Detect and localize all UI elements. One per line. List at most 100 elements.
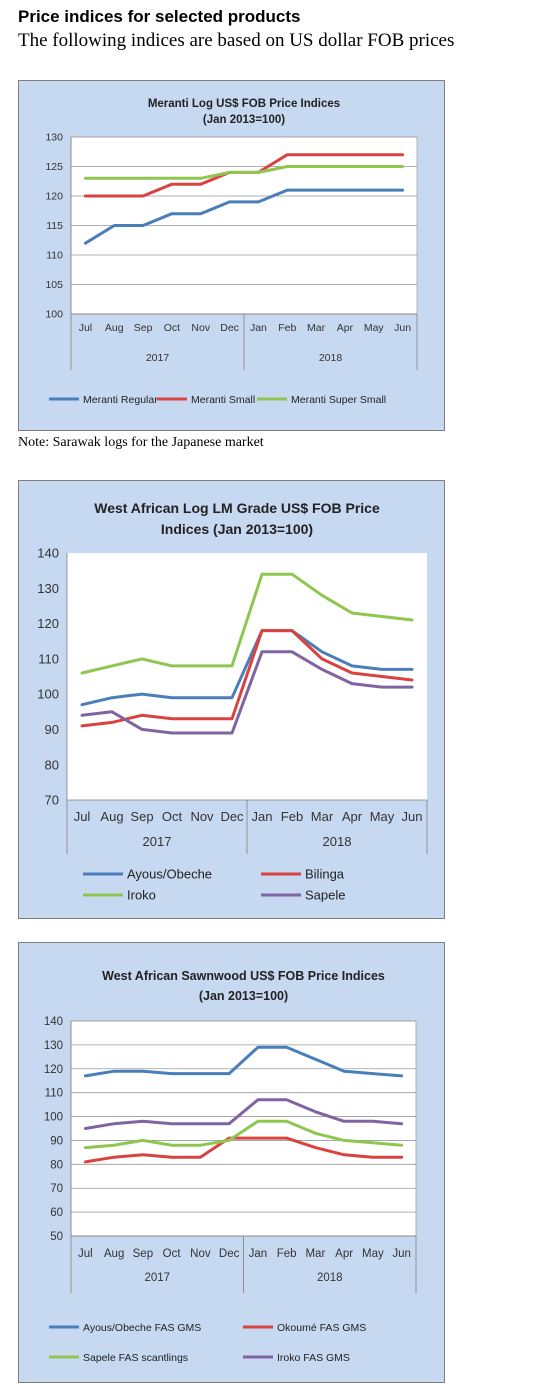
x-tick-label: Mar <box>311 809 334 824</box>
y-tick-label: 110 <box>45 1088 63 1100</box>
y-tick-label: 70 <box>45 793 59 808</box>
x-tick-label: Mar <box>305 1248 325 1260</box>
legend-label: Bilinga <box>305 867 345 882</box>
x-tick-label: May <box>364 322 385 334</box>
x-tick-label: Oct <box>163 1248 182 1260</box>
x-tick-label: Apr <box>342 809 363 824</box>
x-group-label: 2018 <box>323 834 352 849</box>
y-tick-label: 115 <box>46 220 63 232</box>
page-subheading: The following indices are based on US do… <box>18 30 455 51</box>
y-tick-label: 130 <box>45 132 63 144</box>
y-tick-label: 120 <box>45 191 63 203</box>
legend-label: Okoumé FAS GMS <box>277 1322 366 1334</box>
chart-subtitle: Indices (Jan 2013=100) <box>161 521 313 537</box>
x-group-label: 2017 <box>144 1272 170 1284</box>
x-tick-label: Mar <box>307 322 326 334</box>
x-tick-label: Jul <box>78 1248 93 1260</box>
series-line-4 <box>80 650 414 735</box>
series-line-1 <box>83 188 405 245</box>
y-tick-label: 120 <box>37 616 59 631</box>
y-tick-label: 130 <box>44 1040 63 1052</box>
chart-title: West African Sawnwood US$ FOB Price Indi… <box>102 969 385 983</box>
x-tick-label: Feb <box>277 1248 297 1260</box>
x-tick-label: Nov <box>190 809 214 824</box>
x-tick-label: Aug <box>104 1248 124 1260</box>
y-tick-label: 90 <box>50 1135 63 1147</box>
y-tick-label: 110 <box>46 250 63 262</box>
meranti-chart: Meranti Log US$ FOB Price Indices (Jan 20… <box>45 98 418 406</box>
y-tick-label: 60 <box>50 1207 63 1219</box>
legend-label: Ayous/Obeche FAS GMS <box>83 1322 201 1334</box>
x-tick-label: Sep <box>130 809 153 824</box>
x-group-label: 2018 <box>317 1272 343 1284</box>
x-tick-label: Dec <box>219 1248 240 1260</box>
meranti-chart-panel: Meranti Log US$ FOB Price Indices (Jan 20… <box>18 80 445 431</box>
legend-label: Meranti Small <box>191 394 255 406</box>
x-group-label: 2018 <box>319 352 343 364</box>
x-tick-label: Jan <box>249 1248 268 1260</box>
x-tick-label: Nov <box>190 1248 211 1260</box>
y-tick-label: 80 <box>50 1159 63 1171</box>
x-tick-label: Aug <box>100 809 123 824</box>
y-tick-label: 130 <box>37 581 59 596</box>
y-tick-label: 100 <box>37 687 59 702</box>
x-tick-label: Dec <box>220 809 244 824</box>
x-tick-label: May <box>362 1248 384 1260</box>
y-tick-label: 90 <box>45 722 59 737</box>
x-tick-label: Feb <box>278 322 296 334</box>
chart-title: Meranti Log US$ FOB Price Indices <box>148 98 340 110</box>
chart-subtitle: (Jan 2013=100) <box>199 989 288 1003</box>
x-tick-label: Jul <box>79 322 92 334</box>
x-tick-label: Sep <box>133 1248 153 1260</box>
y-tick-label: 80 <box>45 757 59 772</box>
x-tick-label: Aug <box>105 322 124 334</box>
legend-label: Sapele FAS scantlings <box>83 1352 188 1364</box>
y-tick-label: 140 <box>37 546 59 561</box>
chart-subtitle: (Jan 2013=100) <box>203 114 285 126</box>
x-tick-label: Jan <box>250 322 267 334</box>
chart-title: West African Log LM Grade US$ FOB Price <box>94 500 380 516</box>
x-tick-label: Jun <box>392 1248 411 1260</box>
legend-label: Iroko FAS GMS <box>277 1352 350 1364</box>
west-african-log-chart-panel: West African Log LM Grade US$ FOB Price I… <box>18 480 445 919</box>
y-tick-label: 120 <box>44 1064 63 1076</box>
x-tick-label: Jul <box>74 809 91 824</box>
series-line-2 <box>83 1136 404 1164</box>
plot-area <box>70 1020 417 1237</box>
x-group-label: 2017 <box>143 834 172 849</box>
y-tick-label: 125 <box>45 161 63 173</box>
x-tick-label: Jun <box>402 809 423 824</box>
legend-label: Meranti Regular <box>83 394 158 406</box>
y-tick-label: 70 <box>50 1183 63 1195</box>
x-tick-label: Sep <box>134 322 153 334</box>
legend-label: Meranti Super Small <box>291 394 386 406</box>
y-tick-label: 100 <box>44 1112 63 1124</box>
x-tick-label: Oct <box>162 809 183 824</box>
x-tick-label: Apr <box>337 322 354 334</box>
x-group-label: 2017 <box>146 352 170 364</box>
x-tick-label: Jun <box>394 322 411 334</box>
y-tick-label: 100 <box>45 309 63 321</box>
legend-label: Ayous/Obeche <box>127 867 212 882</box>
legend-label: Sapele <box>305 888 345 903</box>
west-african-sawnwood-chart: West African Sawnwood US$ FOB Price Indi… <box>44 969 417 1364</box>
series-line-1 <box>80 629 414 707</box>
series-line-2 <box>80 629 414 728</box>
y-tick-label: 105 <box>45 279 63 291</box>
page-heading: Price indices for selected products <box>18 7 301 26</box>
y-tick-label: 140 <box>44 1016 63 1028</box>
series-line-1 <box>83 1045 404 1078</box>
x-tick-label: Nov <box>191 322 210 334</box>
x-tick-label: May <box>370 809 395 824</box>
x-tick-label: Dec <box>220 322 239 334</box>
west-african-sawnwood-chart-panel: West African Sawnwood US$ FOB Price Indi… <box>18 942 445 1383</box>
y-tick-label: 50 <box>50 1231 63 1243</box>
x-tick-label: Feb <box>281 809 303 824</box>
y-tick-label: 110 <box>38 651 59 666</box>
series-line-4 <box>83 1098 404 1130</box>
x-tick-label: Jan <box>252 809 273 824</box>
series-line-3 <box>80 572 414 675</box>
series-line-3 <box>83 1119 404 1150</box>
x-tick-label: Apr <box>335 1248 353 1260</box>
chart-note: Note: Sarawak logs for the Japanese mark… <box>18 435 264 450</box>
